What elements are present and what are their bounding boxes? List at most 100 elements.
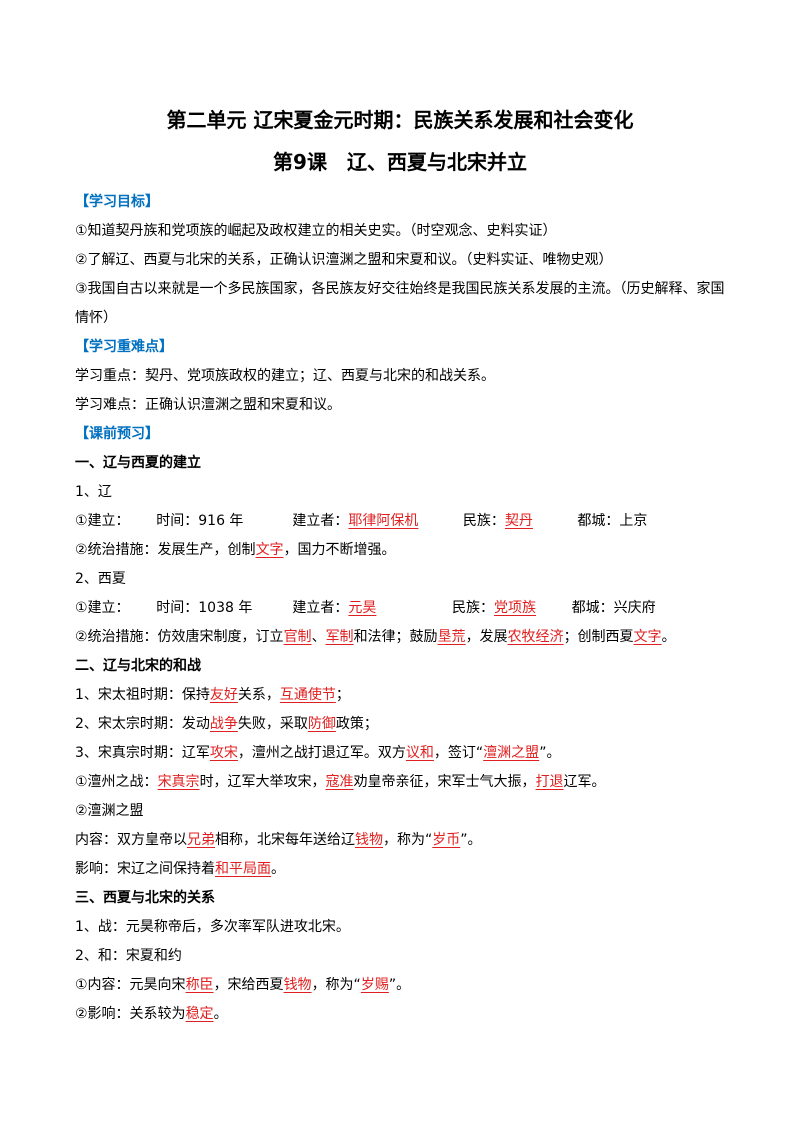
answer: 议和 xyxy=(405,745,434,761)
answer: 钱物 xyxy=(355,832,383,848)
text: 相称，北宋每年送给辽 xyxy=(215,832,355,848)
text: ③我国自古以来就是一个多民族国家，各民族友好交往始终是我国民族关系发展的主流。（… xyxy=(75,281,725,326)
text: ； xyxy=(335,687,350,703)
text-line: 2、西夏 xyxy=(75,565,730,594)
text-line: ①内容：元昊向宋称臣，宋给西夏钱物，称为“岁赐”。 xyxy=(75,971,730,1000)
text: ②统治措施：仿效唐宋制度，订立 xyxy=(75,629,284,645)
text: 【学习目标】 xyxy=(75,194,159,210)
answer: 党项族 xyxy=(494,600,537,616)
text-line: ①知道契丹族和党项族的崛起及政权建立的相关史实。（时空观念、史料实证） xyxy=(75,217,730,246)
text: 政策； xyxy=(335,716,378,732)
text-line: ②澶渊之盟 xyxy=(75,797,730,826)
text: 劝皇帝亲征，宋军士气大振， xyxy=(353,774,536,790)
answer: 岁币 xyxy=(432,832,461,848)
text-line: 1、宋太祖时期：保持友好关系，互通使节； xyxy=(75,681,730,710)
text: 民族： xyxy=(418,513,505,529)
text-line: 学习难点：正确认识澶渊之盟和宋夏和议。 xyxy=(75,391,730,420)
text: 2、和：宋夏和约 xyxy=(75,948,182,964)
text: 。 xyxy=(213,1006,228,1022)
text: ②统治措施：发展生产，创制 xyxy=(75,542,256,558)
text: ，国力不断增强。 xyxy=(283,542,396,558)
text-line: 1、辽 xyxy=(75,478,730,507)
title: 第二单元 辽宋夏金元时期：民族关系发展和社会变化 xyxy=(166,108,634,132)
answer: 互通使节 xyxy=(279,687,336,703)
answer: 官制 xyxy=(283,629,312,645)
text: ，宋给西夏 xyxy=(213,977,284,993)
answer: 寇准 xyxy=(325,774,354,790)
answer: 兄弟 xyxy=(187,832,215,848)
text: 关系， xyxy=(237,687,280,703)
answer: 文字 xyxy=(255,542,284,558)
answer: 战争 xyxy=(209,716,238,732)
text: ，签订“ xyxy=(433,745,484,761)
text-line: ①澶州之战：宋真宗时，辽军大举攻宋，寇准劝皇帝亲征，宋军士气大振，打退辽军。 xyxy=(75,768,730,797)
text: 学习重点：契丹、党项族政权的建立；辽、西夏与北宋的和战关系。 xyxy=(75,368,495,384)
text: ；创制西夏 xyxy=(563,629,634,645)
text: ①内容：元昊向宋 xyxy=(75,977,186,993)
text-line: 内容：双方皇帝以兄弟相称，北宋每年送给辽钱物，称为“岁币”。 xyxy=(75,826,730,855)
text: ，澶州之战打退辽军。双方 xyxy=(237,745,406,761)
subtitle: 第9课 辽、西夏与北宋并立 xyxy=(273,150,527,174)
text: 二、辽与北宋的和战 xyxy=(75,658,201,674)
answer: 岁赐 xyxy=(360,977,389,993)
text: 一、辽与西夏的建立 xyxy=(75,455,201,471)
label-line: 【课前预习】 xyxy=(75,420,730,449)
label-line: 【学习重难点】 xyxy=(75,333,730,362)
answer: 钱物 xyxy=(283,977,312,993)
answer: 稳定 xyxy=(185,1006,214,1022)
text: 失败，采取 xyxy=(237,716,308,732)
text: ①建立： 时间：916 年 建立者： xyxy=(75,513,349,529)
answer: 军制 xyxy=(325,629,354,645)
heading-line: 三、西夏与北宋的关系 xyxy=(75,884,730,913)
text: 1、宋太祖时期：保持 xyxy=(75,687,210,703)
text-line: 2、和：宋夏和约 xyxy=(75,942,730,971)
text: ，称为“ xyxy=(311,977,361,993)
answer: 澶渊之盟 xyxy=(483,745,540,761)
text: 3、宋真宗时期：辽军 xyxy=(75,745,210,761)
text: ②了解辽、西夏与北宋的关系，正确认识澶渊之盟和宋夏和议。（史料实证、唯物史观） xyxy=(75,252,613,268)
text: 辽军。 xyxy=(563,774,606,790)
text: 2、西夏 xyxy=(75,571,126,587)
text: ，发展 xyxy=(465,629,508,645)
text: ，称为“ xyxy=(383,832,433,848)
text: 影响：宋辽之间保持着 xyxy=(75,861,215,877)
text-line: ②影响：关系较为稳定。 xyxy=(75,1000,730,1029)
content: 【学习目标】 ①知道契丹族和党项族的崛起及政权建立的相关史实。（时空观念、史料实证… xyxy=(75,188,730,1029)
answer: 友好 xyxy=(209,687,238,703)
text: 三、西夏与北宋的关系 xyxy=(75,890,215,906)
answer: 和平局面 xyxy=(215,861,271,877)
text: 时，辽军大举攻宋， xyxy=(199,774,326,790)
answer: 耶律阿保机 xyxy=(348,513,419,529)
text: ②影响：关系较为 xyxy=(75,1006,186,1022)
text: 【课前预习】 xyxy=(75,426,159,442)
text: 学习难点：正确认识澶渊之盟和宋夏和议。 xyxy=(75,397,341,413)
heading-line: 一、辽与西夏的建立 xyxy=(75,449,730,478)
text: 内容：双方皇帝以 xyxy=(75,832,187,848)
text: 和法律；鼓励 xyxy=(353,629,438,645)
text: ①建立： 时间：1038 年 建立者： xyxy=(75,600,349,616)
text-line: ①建立： 时间：1038 年 建立者：元昊 民族：党项族 都城：兴庆府 xyxy=(75,594,730,623)
text-line: ②统治措施：发展生产，创制文字，国力不断增强。 xyxy=(75,536,730,565)
text-line: ②了解辽、西夏与北宋的关系，正确认识澶渊之盟和宋夏和议。（史料实证、唯物史观） xyxy=(75,246,730,275)
text: ”。 xyxy=(460,832,482,848)
heading-line: 二、辽与北宋的和战 xyxy=(75,652,730,681)
text-line: 3、宋真宗时期：辽军攻宋，澶州之战打退辽军。双方议和，签订“澶渊之盟”。 xyxy=(75,739,730,768)
answer: 宋真宗 xyxy=(157,774,200,790)
answer: 打退 xyxy=(535,774,564,790)
text-line: 影响：宋辽之间保持着和平局面。 xyxy=(75,855,730,884)
text: 。 xyxy=(661,629,676,645)
answer: 称臣 xyxy=(185,977,214,993)
text: ②澶渊之盟 xyxy=(75,803,144,819)
text-line: 1、战：元昊称帝后，多次率军队进攻北宋。 xyxy=(75,913,730,942)
text-line: 学习重点：契丹、党项族政权的建立；辽、西夏与北宋的和战关系。 xyxy=(75,362,730,391)
text: 都城：兴庆府 xyxy=(536,600,656,616)
text: ”。 xyxy=(388,977,411,993)
answer: 文字 xyxy=(633,629,662,645)
text: ”。 xyxy=(539,745,561,761)
text: ①知道契丹族和党项族的崛起及政权建立的相关史实。（时空观念、史料实证） xyxy=(75,223,557,239)
answer: 元昊 xyxy=(348,600,377,616)
text: 2、宋太宗时期：发动 xyxy=(75,716,210,732)
text: 民族： xyxy=(376,600,495,616)
text: 、 xyxy=(311,629,326,645)
text-line: ③我国自古以来就是一个多民族国家，各民族友好交往始终是我国民族关系发展的主流。（… xyxy=(75,275,730,333)
